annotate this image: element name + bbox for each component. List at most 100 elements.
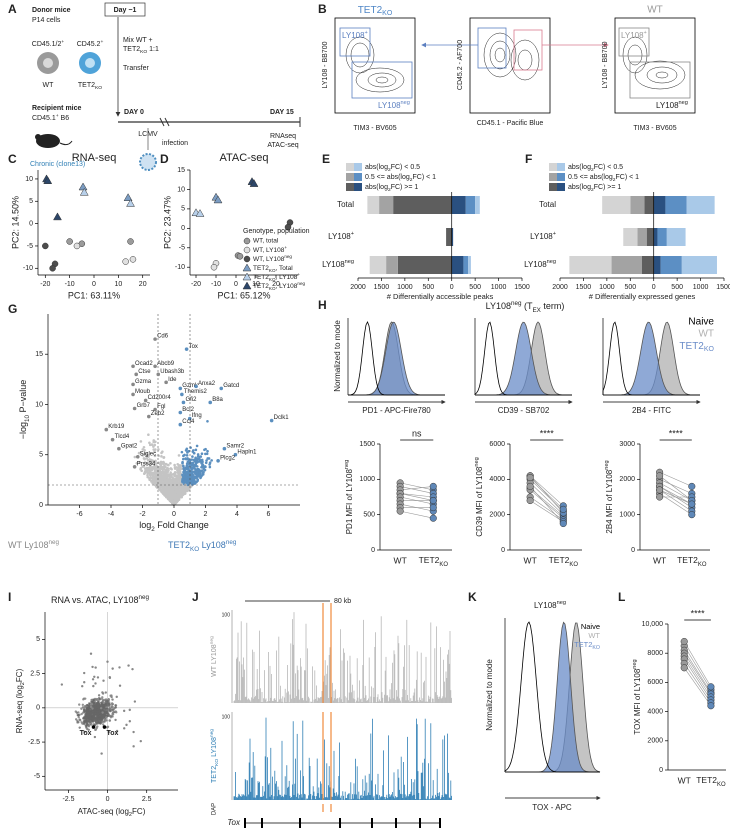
- text-part: RNA-seq (log: [15, 685, 24, 733]
- histogram: [475, 321, 572, 396]
- background-point: [152, 445, 155, 448]
- gene-label: Tox: [189, 344, 198, 350]
- background-point: [182, 457, 185, 461]
- background-point: [189, 466, 193, 470]
- bar: [637, 228, 647, 246]
- exon: [371, 818, 373, 828]
- background-point: [89, 713, 92, 716]
- text-part: Fold Change: [155, 520, 209, 530]
- text-part: neg: [474, 457, 480, 466]
- point: [66, 238, 73, 245]
- x-tick-label: 2.5: [142, 796, 152, 803]
- background-point: [208, 465, 212, 469]
- gene-label: Tox: [80, 730, 92, 737]
- text-part: 2: [151, 526, 155, 533]
- gene-point: [153, 364, 157, 369]
- y-axis-label: PC2: 23.47%: [162, 196, 172, 249]
- gene-label: Prss34: [137, 461, 156, 467]
- text-part: WT, LY108: [253, 256, 285, 263]
- bar: [451, 256, 464, 274]
- background-point: [195, 470, 199, 474]
- background-point: [74, 718, 78, 721]
- x-axis-label: ATAC-seq (log2FC): [78, 807, 146, 818]
- background-point: [112, 710, 115, 713]
- legend-label: TET2KO, Total: [253, 265, 293, 273]
- background-point: [91, 707, 94, 710]
- point: [213, 195, 223, 204]
- text-part: −log: [18, 422, 28, 439]
- text-part: , Total: [275, 265, 293, 272]
- background-point: [99, 706, 103, 710]
- background-point: [188, 464, 192, 468]
- text-part: 0.5 <= abs(log: [568, 174, 613, 181]
- bar: [602, 196, 631, 214]
- text-part: KO: [439, 562, 448, 568]
- text-part: abs(log: [365, 184, 388, 191]
- legend-marker: [243, 255, 251, 263]
- background-point: [180, 450, 184, 454]
- background-point: [101, 696, 104, 699]
- background-point: [94, 682, 97, 685]
- x-tick-label: 4: [235, 511, 239, 518]
- x-tick-label: 1000: [491, 284, 507, 291]
- background-point: [145, 468, 149, 472]
- background-point: [175, 494, 178, 497]
- background-point: [177, 454, 181, 457]
- background-point: [95, 712, 98, 715]
- legend-label: TET2KO: [574, 640, 600, 651]
- background-point: [167, 481, 170, 484]
- gene-label: Moub: [135, 389, 151, 395]
- y-tick-label: 10: [25, 176, 33, 183]
- text-part: , LY108: [275, 283, 297, 290]
- panel-letter: B: [318, 2, 327, 16]
- x-tick-label: 1500: [716, 284, 730, 291]
- y-axis-label: Normalized to mode: [485, 659, 494, 731]
- background-point: [175, 488, 178, 492]
- background-point: [181, 492, 185, 495]
- y-tick-label: 8000: [647, 650, 663, 657]
- background-point: [160, 451, 163, 455]
- background-point: [164, 471, 168, 475]
- background-point: [200, 465, 203, 469]
- gate: [339, 27, 371, 57]
- point: [79, 187, 89, 196]
- background-point: [118, 684, 122, 687]
- background-point: [86, 720, 89, 723]
- text-part: 0.5 <= abs(log: [365, 174, 410, 181]
- y-tick-label: 5: [181, 206, 185, 213]
- text-part: KO: [214, 759, 220, 766]
- point: [526, 496, 534, 505]
- background-point: [92, 713, 96, 716]
- exon: [244, 818, 246, 828]
- pair-line: [529, 486, 564, 524]
- gene-label: Bcl2: [182, 407, 194, 413]
- gene-point: [156, 372, 161, 377]
- text-part: TET2: [211, 766, 218, 783]
- schematic-label: TET2KO: [78, 82, 102, 91]
- background-point: [191, 483, 194, 486]
- background-point: [181, 477, 184, 481]
- background-point: [200, 458, 204, 462]
- point: [126, 199, 135, 207]
- bar: [367, 196, 380, 214]
- point-cloud: [133, 419, 213, 506]
- background-point: [141, 454, 145, 457]
- text-part: RNA vs. ATAC, LY108: [51, 595, 139, 605]
- background-point: [174, 479, 178, 483]
- panel-letter: A: [8, 2, 17, 16]
- point: [129, 256, 137, 263]
- point: [688, 482, 696, 490]
- background-point: [147, 455, 150, 458]
- legend-swatch: [557, 173, 565, 181]
- gene-point: [131, 364, 135, 369]
- bar: [369, 256, 387, 274]
- x-tick-label: TET2KO: [419, 555, 449, 567]
- schematic-label: TET2KO 1:1: [123, 46, 159, 55]
- background-point: [92, 717, 95, 720]
- background-point: [96, 714, 99, 717]
- background-point: [187, 462, 191, 465]
- panel-letter: J: [192, 590, 199, 604]
- text-part: term): [541, 301, 565, 311]
- bar: [393, 196, 452, 214]
- background-point: [156, 478, 159, 481]
